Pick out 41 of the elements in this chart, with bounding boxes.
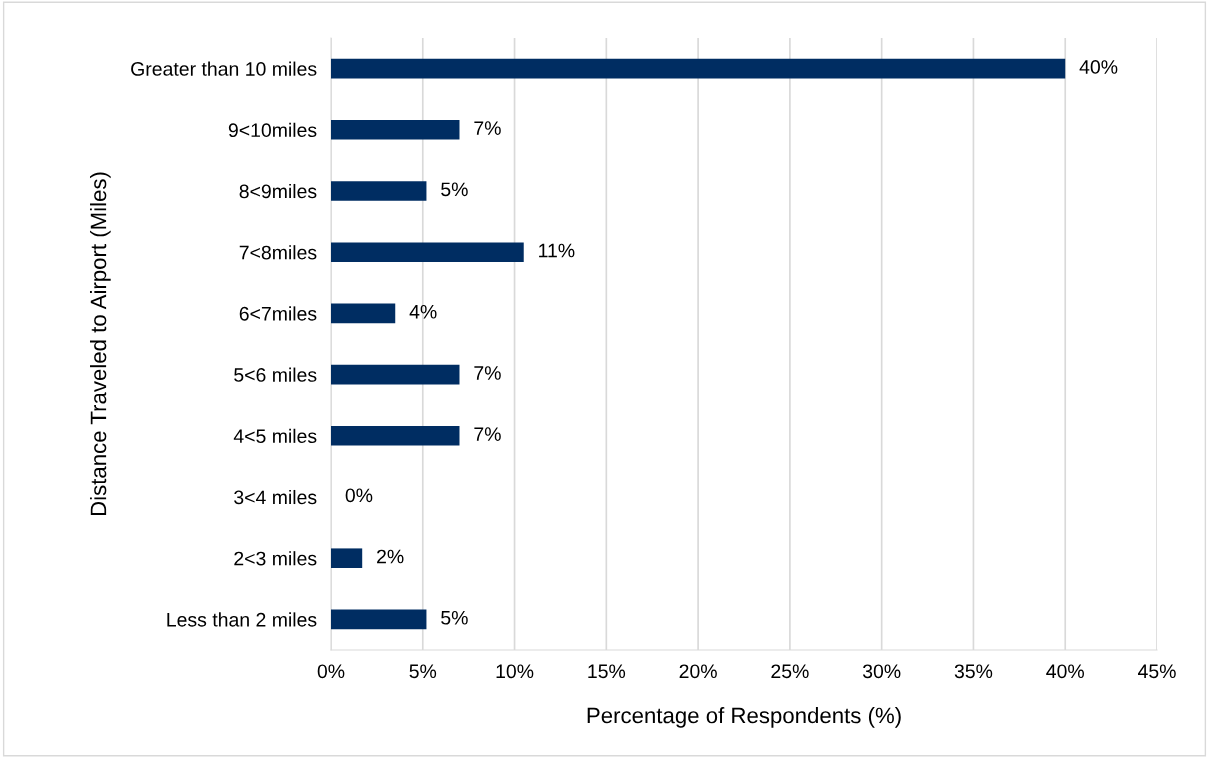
bar: [331, 609, 427, 630]
y-tick-label: Greater than 10 miles: [131, 61, 317, 76]
data-label: 7%: [474, 121, 501, 135]
y-tick-label: 6<7miles: [239, 306, 317, 321]
y-tick-label: 9<10miles: [228, 122, 317, 138]
x-axis-title: Percentage of Respondents (%): [587, 707, 901, 728]
bar: [331, 181, 427, 201]
x-tick-label: 45%: [1137, 664, 1176, 679]
x-tick-label: 30%: [862, 664, 901, 679]
y-axis-title: Distance Traveled to Airport (Miles): [89, 172, 111, 516]
y-tick-label: 7<8miles: [239, 245, 317, 260]
x-tick-label: 20%: [679, 664, 717, 679]
x-tick-label: 10%: [496, 664, 534, 679]
bar: [331, 242, 524, 262]
bar: [331, 426, 460, 446]
data-label: 5%: [441, 610, 468, 625]
y-tick-label: Less than 2 miles: [167, 612, 317, 627]
data-label: 7%: [474, 366, 501, 380]
y-tick-label: 8<9miles: [239, 183, 317, 199]
bar: [331, 548, 363, 568]
data-label: 11%: [539, 243, 575, 258]
y-tick-label: 3<4 miles: [234, 489, 317, 505]
y-tick-label: 4<5 miles: [233, 428, 317, 444]
data-label: 2%: [377, 549, 404, 564]
data-label: 0%: [345, 488, 373, 503]
x-tick-label: 25%: [771, 664, 809, 679]
bar: [331, 303, 396, 324]
x-tick-label: 40%: [1046, 664, 1084, 679]
data-label: 40%: [1079, 60, 1118, 74]
y-tick-label: 2<3 miles: [234, 551, 317, 566]
bar: [331, 120, 460, 140]
y-tick-label: 5<6 miles: [234, 367, 317, 382]
data-label: 7%: [474, 427, 501, 441]
x-tick-label: 0%: [317, 664, 345, 679]
bar: [331, 58, 1066, 79]
x-tick-label: 5%: [409, 664, 437, 679]
x-tick-label: 35%: [954, 664, 993, 679]
data-label: 4%: [409, 304, 437, 319]
data-label: 5%: [441, 182, 468, 197]
x-tick-label: 15%: [588, 664, 626, 679]
bar: [331, 364, 460, 385]
